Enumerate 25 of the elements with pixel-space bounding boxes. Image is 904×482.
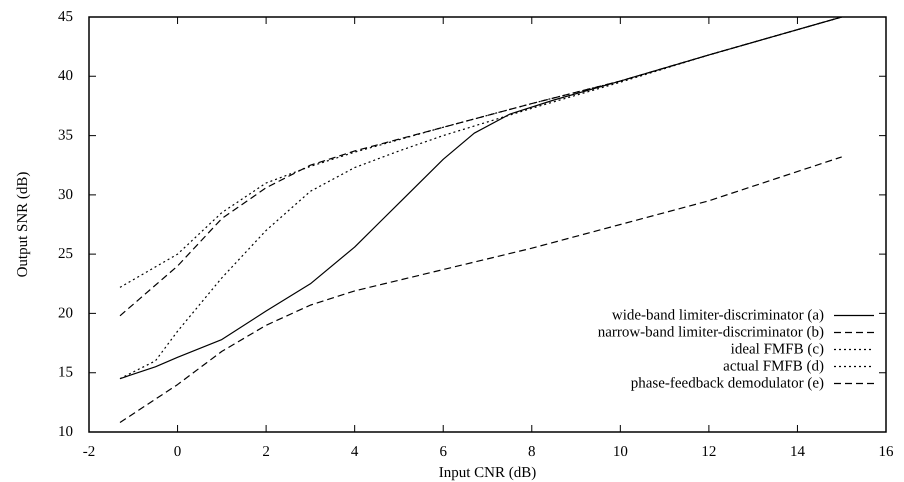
legend-label: wide-band limiter-discriminator (a) xyxy=(612,307,824,324)
legend-label: phase-feedback demodulator (e) xyxy=(630,375,824,392)
x-tick-label: -2 xyxy=(82,444,96,460)
legend-label: narrow-band limiter-discriminator (b) xyxy=(598,324,824,340)
legend-label: ideal FMFB (c) xyxy=(730,341,824,358)
y-tick-label: 40 xyxy=(58,68,73,84)
y-tick-label: 25 xyxy=(58,246,73,262)
y-axis-title: Output SNR (dB) xyxy=(14,172,31,278)
x-tick-label: 12 xyxy=(701,444,716,460)
x-tick-label: 14 xyxy=(790,444,806,460)
y-tick-label: 35 xyxy=(58,128,73,144)
x-axis-title: Input CNR (dB) xyxy=(438,464,536,481)
x-tick-label: 10 xyxy=(612,444,628,460)
x-tick-label: 16 xyxy=(878,444,894,460)
x-tick-label: 8 xyxy=(528,444,536,460)
y-tick-label: 20 xyxy=(58,305,73,322)
y-tick-label: 10 xyxy=(58,424,73,440)
x-tick-label: 4 xyxy=(350,444,359,460)
y-tick-label: 45 xyxy=(58,8,73,25)
x-tick-label: 0 xyxy=(174,444,182,460)
y-tick-label: 15 xyxy=(58,364,73,381)
y-tick-label: 30 xyxy=(58,186,73,203)
x-tick-label: 6 xyxy=(439,444,448,460)
x-tick-label: 2 xyxy=(262,444,270,460)
legend-label: actual FMFB (d) xyxy=(723,358,824,374)
